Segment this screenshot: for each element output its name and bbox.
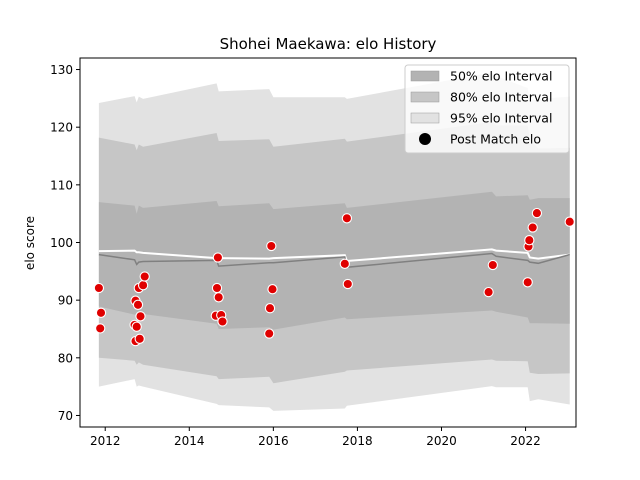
- legend-dot: [419, 133, 431, 145]
- chart-title: Shohei Maekawa: elo History: [220, 35, 437, 53]
- data-point: [267, 284, 278, 295]
- data-point: [211, 282, 223, 294]
- legend-label: 50% elo Interval: [450, 69, 552, 84]
- data-point: [339, 258, 350, 269]
- data-point: [213, 292, 224, 303]
- data-point: [134, 333, 145, 344]
- data-point: [522, 277, 533, 288]
- y-tick-label: 120: [50, 121, 73, 135]
- data-point: [531, 207, 543, 219]
- data-point: [487, 259, 498, 271]
- data-point: [564, 216, 575, 227]
- y-tick-label: 90: [58, 294, 73, 308]
- y-tick-label: 80: [58, 351, 73, 365]
- legend-swatch: [410, 112, 440, 124]
- data-point: [217, 316, 228, 327]
- data-point: [524, 235, 535, 246]
- data-point: [95, 307, 107, 318]
- data-point: [266, 240, 277, 252]
- mean-lines: [98, 248, 570, 269]
- data-point: [131, 321, 142, 332]
- data-point: [212, 252, 224, 263]
- legend-label: 80% elo Interval: [450, 90, 552, 105]
- legend: 50% elo Interval 80% elo Interval 95% elo …: [404, 64, 570, 154]
- x-tick-label: 2016: [258, 434, 289, 448]
- x-tick-label: 2018: [342, 434, 373, 448]
- mean-upper-line: [98, 248, 570, 263]
- legend-box: [404, 64, 570, 154]
- legend-swatch: [410, 70, 440, 82]
- y-tick-label: 100: [50, 236, 73, 250]
- data-point: [264, 328, 275, 339]
- data-point: [341, 213, 353, 224]
- data-point: [95, 323, 106, 334]
- post-match-points: [93, 207, 575, 347]
- y-tick-label: 110: [50, 178, 73, 192]
- x-tick-label: 2014: [174, 434, 205, 448]
- data-point: [264, 303, 276, 314]
- data-point: [137, 280, 149, 291]
- data-point: [139, 271, 150, 282]
- x-axis-ticks: 2012 2014 2016 2018 2020 2022: [90, 427, 541, 448]
- data-point: [132, 299, 144, 310]
- y-tick-label: 70: [58, 409, 73, 423]
- data-point: [483, 286, 494, 298]
- data-point: [135, 311, 146, 322]
- legend-label: Post Match elo: [450, 132, 541, 147]
- data-point: [527, 222, 538, 233]
- legend-swatch: [410, 91, 440, 103]
- data-point: [342, 278, 353, 290]
- y-axis-label: elo score: [23, 216, 37, 270]
- x-tick-label: 2020: [426, 434, 457, 448]
- x-tick-label: 2022: [510, 434, 541, 448]
- data-point: [93, 282, 105, 294]
- y-axis-ticks: 70 80 90 100 110 120 130: [50, 63, 80, 423]
- x-tick-label: 2012: [90, 434, 121, 448]
- legend-label: 95% elo Interval: [450, 111, 552, 126]
- plot-area: [93, 72, 575, 411]
- mean-line: [98, 252, 570, 269]
- y-tick-label: 130: [50, 63, 73, 77]
